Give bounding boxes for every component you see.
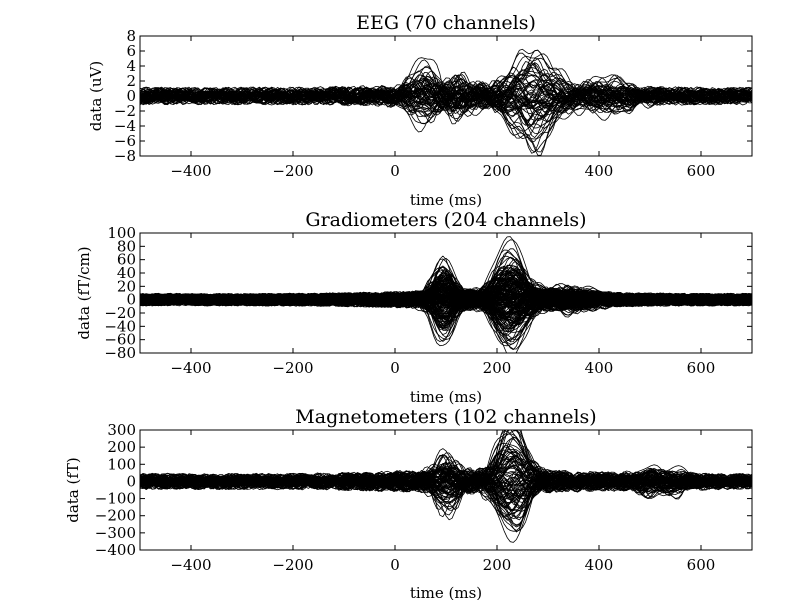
y-tick-label: 0 <box>126 87 136 105</box>
y-tick-label: 4 <box>126 57 136 75</box>
series-line <box>140 469 752 494</box>
chart-title: EEG (70 channels) <box>356 12 536 34</box>
y-axis-label: data (fT/cm) <box>75 246 93 339</box>
y-tick-label: 8 <box>126 27 136 45</box>
y-tick-label: 100 <box>107 224 136 242</box>
x-tick-label: 400 <box>585 359 614 377</box>
y-tick-label: −100 <box>95 490 136 508</box>
x-tick-label: −200 <box>272 556 313 574</box>
x-tick-label: 400 <box>585 556 614 574</box>
series-line <box>140 78 752 110</box>
y-tick-label: 300 <box>107 421 136 439</box>
series-line <box>140 292 752 320</box>
series-line <box>140 471 752 500</box>
y-tick-label: −300 <box>95 524 136 542</box>
y-axis-label: data (uV) <box>87 61 105 131</box>
y-tick-label: −60 <box>104 331 136 349</box>
y-tick-label: −8 <box>114 147 136 165</box>
x-tick-label: −400 <box>170 359 211 377</box>
x-axis-label: time (ms) <box>410 191 482 209</box>
x-axis-label: time (ms) <box>410 584 482 600</box>
series-line <box>140 79 752 109</box>
x-tick-label: 0 <box>390 556 400 574</box>
x-tick-label: 600 <box>687 162 716 180</box>
y-axis-label: data (fT) <box>64 457 82 523</box>
traces <box>140 236 752 353</box>
traces <box>140 48 752 156</box>
panel-eeg: EEG (70 channels) data (uV) time (ms) −4… <box>87 12 753 209</box>
y-tick-label: −200 <box>95 507 136 525</box>
x-tick-label: −400 <box>170 556 211 574</box>
series-line <box>140 454 752 521</box>
plot-frame <box>139 232 753 354</box>
x-tick-label: 0 <box>390 359 400 377</box>
x-tick-label: 200 <box>483 359 512 377</box>
x-tick-label: 600 <box>687 556 716 574</box>
chart-title: Gradiometers (204 channels) <box>305 209 586 231</box>
series-line <box>140 292 752 353</box>
traces <box>140 430 752 543</box>
y-tick-label: 0 <box>126 291 136 309</box>
x-tick-label: 200 <box>483 162 512 180</box>
panel-gradiometers: Gradiometers (204 channels) data (fT/cm)… <box>75 209 753 406</box>
x-tick-label: −400 <box>170 162 211 180</box>
series-line <box>140 454 752 532</box>
x-tick-label: 600 <box>687 359 716 377</box>
y-tick-label: 40 <box>117 264 136 282</box>
y-tick-label: −2 <box>114 102 136 120</box>
chart-title: Magnetometers (102 channels) <box>295 406 596 428</box>
y-tick-label: −4 <box>114 117 136 135</box>
x-tick-label: −200 <box>272 359 313 377</box>
series-line <box>140 49 752 105</box>
y-tick-label: −6 <box>114 132 136 150</box>
y-tick-label: 20 <box>117 277 136 295</box>
x-tick-label: 0 <box>390 162 400 180</box>
y-tick-label: 80 <box>117 237 136 255</box>
series-line <box>140 470 752 504</box>
series-line <box>140 83 752 132</box>
series-line <box>140 80 752 129</box>
y-tick-label: −40 <box>104 317 136 335</box>
y-tick-label: 6 <box>126 42 136 60</box>
y-tick-label: −80 <box>104 344 136 362</box>
y-tick-label: 100 <box>107 455 136 473</box>
series-line <box>140 77 752 108</box>
x-tick-label: 200 <box>483 556 512 574</box>
x-tick-label: −200 <box>272 162 313 180</box>
plot-frame <box>139 429 753 551</box>
panel-magnetometers: Magnetometers (102 channels) data (fT) t… <box>64 406 753 600</box>
series-line <box>140 470 752 511</box>
y-tick-label: 2 <box>126 72 136 90</box>
x-axis-label: time (ms) <box>410 388 482 406</box>
y-tick-label: 0 <box>126 472 136 490</box>
series-line <box>140 274 752 306</box>
series-line <box>140 454 752 499</box>
y-tick-label: 200 <box>107 438 136 456</box>
y-tick-label: −400 <box>95 541 136 559</box>
series-line <box>140 471 752 509</box>
y-tick-label: 60 <box>117 251 136 269</box>
y-tick-label: −20 <box>104 304 136 322</box>
series-line <box>140 461 752 495</box>
x-tick-label: 400 <box>585 162 614 180</box>
series-line <box>140 284 752 307</box>
